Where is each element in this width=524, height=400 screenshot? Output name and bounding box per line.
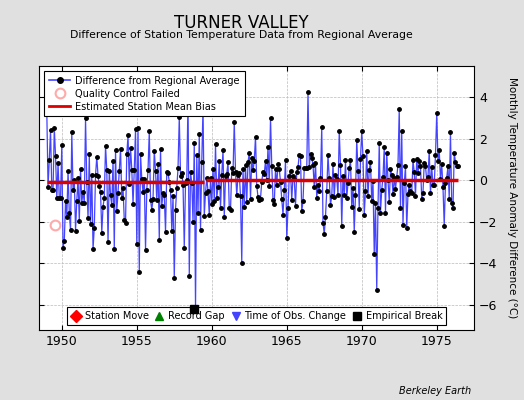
Text: Difference of Station Temperature Data from Regional Average: Difference of Station Temperature Data f… [70,30,412,40]
Legend: Difference from Regional Average, Quality Control Failed, Estimated Station Mean: Difference from Regional Average, Qualit… [44,71,245,116]
Text: TURNER VALLEY: TURNER VALLEY [174,14,308,32]
Text: Berkeley Earth: Berkeley Earth [399,386,472,396]
Y-axis label: Monthly Temperature Anomaly Difference (°C): Monthly Temperature Anomaly Difference (… [507,77,517,319]
